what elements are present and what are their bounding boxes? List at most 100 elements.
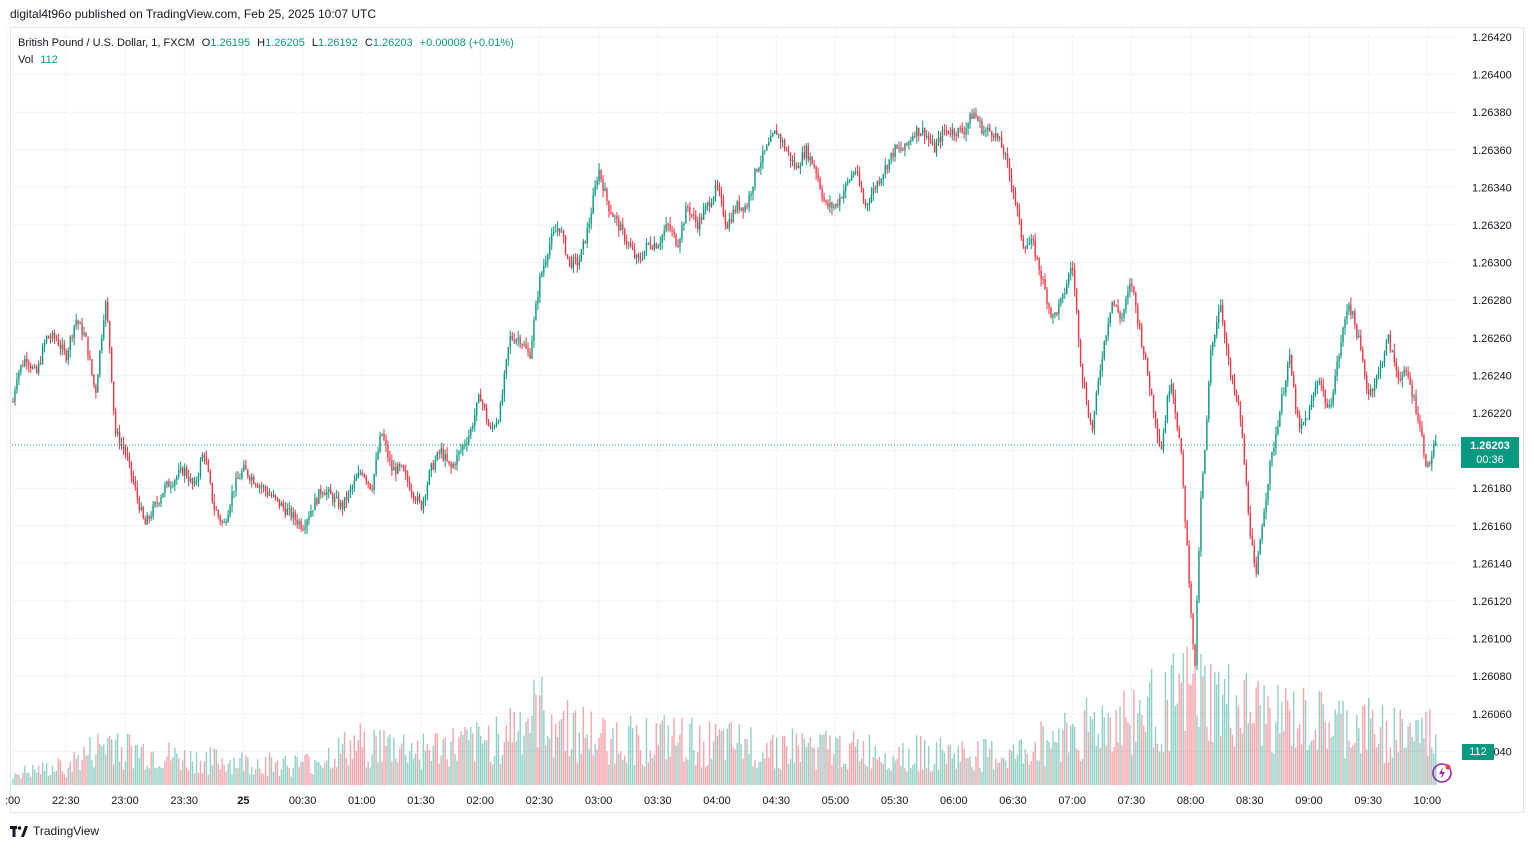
time-tick-label: 02:30 — [526, 795, 554, 807]
volume-bar — [140, 746, 142, 785]
candle-body — [1281, 394, 1283, 412]
candle-body — [551, 234, 553, 244]
candle-body — [217, 510, 219, 516]
volume-bar — [1066, 722, 1068, 785]
volume-bar — [67, 768, 69, 785]
volume-bar — [112, 764, 115, 785]
candle-body — [495, 422, 498, 427]
volume-bar — [996, 762, 999, 785]
candle-body — [896, 145, 898, 149]
candle-body — [1326, 403, 1328, 408]
volume-bar — [168, 742, 170, 785]
volume-bar — [403, 734, 405, 785]
candle-body — [864, 201, 867, 205]
candle-body — [393, 467, 395, 471]
candle-body — [493, 426, 496, 428]
candle-body — [643, 250, 646, 259]
volume-bar — [1172, 653, 1175, 785]
candle-body — [1354, 311, 1356, 325]
candle-body — [716, 184, 719, 187]
lightning-icon[interactable] — [1431, 762, 1453, 784]
candle-body — [594, 185, 596, 195]
volume-bar — [912, 764, 914, 785]
volume-bar — [35, 772, 38, 785]
volume-bar — [712, 741, 715, 785]
candle-body — [1346, 311, 1348, 320]
candle-body — [951, 129, 954, 135]
candle-body — [300, 521, 302, 529]
bar-countdown: 00:36 — [1476, 454, 1504, 466]
candle-body — [558, 228, 561, 232]
symbol-title[interactable]: British Pound / U.S. Dollar, 1, FXCM — [18, 37, 195, 49]
volume-bar — [643, 766, 646, 785]
volume-bar — [166, 756, 168, 785]
candle-body — [823, 197, 825, 201]
candle-body — [1415, 396, 1417, 413]
volume-bar — [807, 742, 809, 785]
candle-body — [1030, 238, 1032, 244]
volume-bar — [312, 774, 314, 785]
price-tick-label: 1.26300 — [1472, 258, 1512, 270]
volume-bar — [1026, 753, 1028, 785]
volume-bar — [389, 734, 391, 785]
candle-body — [758, 167, 760, 172]
candle-body — [395, 467, 397, 474]
volume-bar — [833, 753, 835, 785]
candle-body — [306, 520, 308, 527]
volume-bar — [1294, 747, 1297, 785]
volume-bar — [34, 769, 36, 785]
volume-bar — [582, 706, 584, 785]
volume-bar — [1121, 745, 1123, 785]
candle-body — [906, 143, 908, 145]
volume-bar — [418, 759, 421, 785]
volume-bar — [1018, 740, 1021, 785]
tradingview-logo[interactable]: TradingView — [10, 824, 99, 838]
volume-bar — [1208, 740, 1210, 785]
volume-bar — [1006, 767, 1009, 785]
volume-bar — [258, 768, 261, 785]
volume-bar — [499, 764, 502, 785]
volume-bar — [1111, 751, 1113, 785]
candle-body — [330, 489, 332, 495]
volume-bar — [1162, 752, 1165, 785]
volume-bar — [864, 764, 867, 785]
candle-body — [845, 183, 847, 192]
candle-body — [860, 184, 863, 192]
candle-body — [543, 265, 545, 273]
candle-body — [687, 207, 689, 209]
candle-body — [1265, 499, 1267, 512]
candle-body — [602, 179, 604, 191]
candle-body — [582, 240, 584, 250]
volume-bar — [827, 749, 829, 785]
volume-bar — [1312, 739, 1315, 785]
candle-body — [588, 223, 590, 228]
candle-body — [848, 179, 851, 182]
candle-body — [961, 128, 963, 133]
candle-body — [1364, 360, 1366, 376]
volume-bar — [335, 767, 338, 785]
candle-body — [1300, 423, 1303, 429]
candle-body — [914, 135, 916, 137]
volume-bar — [187, 770, 190, 785]
volume-bar — [460, 731, 462, 785]
candle-body — [918, 127, 920, 136]
volume-bar — [412, 758, 415, 785]
volume-bar — [854, 746, 857, 785]
candle-body — [403, 465, 405, 471]
volume-bar — [164, 761, 166, 785]
volume-bar — [63, 773, 66, 785]
volume-bar — [813, 747, 815, 785]
candle-body — [1249, 512, 1251, 536]
candle-body — [302, 528, 304, 530]
candle-body — [316, 498, 318, 505]
candle-body — [1105, 335, 1107, 342]
chart-frame[interactable] — [10, 27, 1524, 813]
volume-bar — [361, 747, 363, 785]
candle-body — [460, 449, 462, 452]
volume-bar — [1269, 707, 1271, 785]
volume-bar — [124, 761, 127, 785]
candle-body — [1139, 322, 1141, 327]
volume-bar — [1176, 703, 1178, 785]
candle-body — [882, 174, 884, 180]
